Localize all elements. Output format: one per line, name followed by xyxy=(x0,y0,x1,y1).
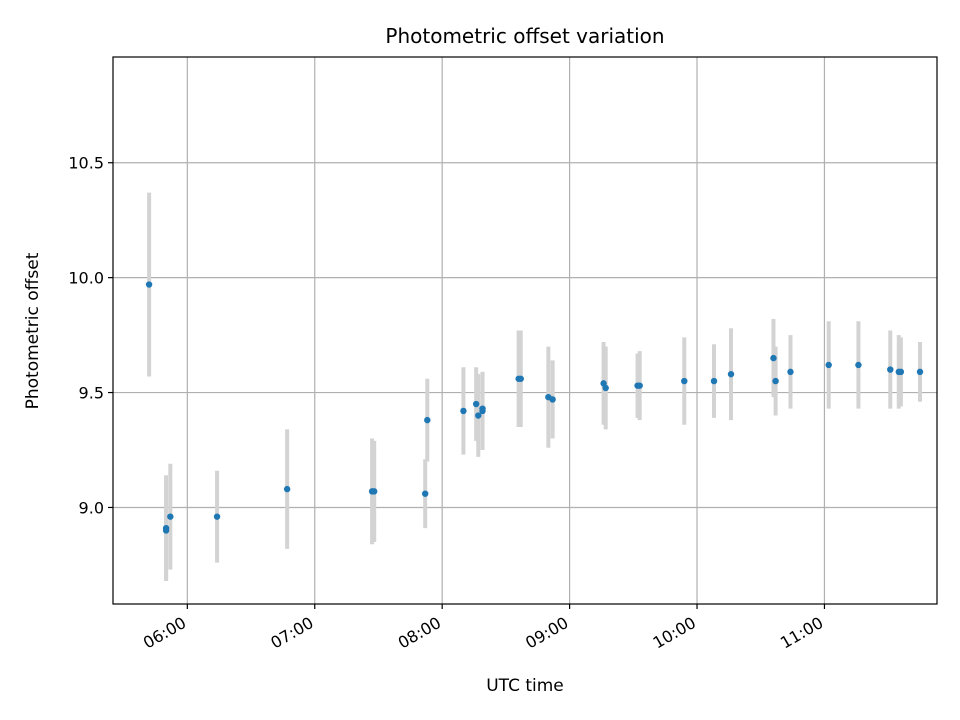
data-point xyxy=(421,490,429,497)
data-point xyxy=(916,368,924,376)
x-tick-label: 06:00 xyxy=(140,613,189,653)
data-points xyxy=(145,281,924,534)
data-point xyxy=(710,377,718,385)
x-tick-label: 10:00 xyxy=(650,613,699,653)
data-point xyxy=(855,361,862,369)
data-point xyxy=(887,366,894,373)
data-point xyxy=(549,396,556,403)
error-bars xyxy=(147,192,923,582)
y-tick-label: 10.0 xyxy=(68,269,104,288)
x-tick-label: 11:00 xyxy=(777,613,826,653)
x-tick-label: 09:00 xyxy=(522,613,571,653)
data-point xyxy=(772,377,779,385)
y-tick-label: 9.5 xyxy=(79,384,104,403)
data-point xyxy=(636,382,643,389)
data-point xyxy=(283,485,291,493)
data-point xyxy=(770,354,777,362)
data-point xyxy=(517,375,524,382)
data-point xyxy=(167,513,174,520)
y-axis-ticks: 9.0 9.5 10.0 10.5 xyxy=(68,154,113,517)
plot-frame xyxy=(112,56,938,605)
data-point xyxy=(213,513,221,520)
x-axis-label: UTC time xyxy=(486,676,564,696)
y-axis-label: Photometric offset xyxy=(23,252,43,409)
data-point xyxy=(475,412,482,419)
x-tick-label: 08:00 xyxy=(395,613,444,653)
data-point xyxy=(602,384,609,392)
data-point xyxy=(681,377,688,385)
data-point xyxy=(424,416,431,424)
data-point xyxy=(162,524,170,532)
y-tick-label: 10.5 xyxy=(68,154,104,173)
data-point xyxy=(479,405,486,412)
data-point xyxy=(825,361,832,369)
data-point xyxy=(145,281,153,288)
x-axis-ticks: 06:00 07:00 08:00 09:00 10:00 11:00 xyxy=(140,604,826,653)
data-point xyxy=(897,368,905,376)
data-point xyxy=(787,368,794,376)
data-point xyxy=(472,400,480,408)
data-point xyxy=(460,407,467,415)
grid-lines xyxy=(113,57,937,604)
x-tick-label: 07:00 xyxy=(267,613,316,653)
y-tick-label: 9.0 xyxy=(79,498,104,517)
data-point xyxy=(371,488,378,495)
chart-title: Photometric offset variation xyxy=(385,24,664,48)
data-point xyxy=(727,370,735,378)
